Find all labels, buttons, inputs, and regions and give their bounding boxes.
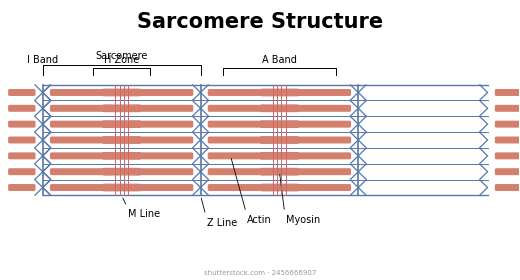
FancyBboxPatch shape <box>102 152 141 160</box>
FancyBboxPatch shape <box>260 136 299 144</box>
FancyBboxPatch shape <box>260 168 299 176</box>
FancyBboxPatch shape <box>50 105 114 112</box>
FancyBboxPatch shape <box>129 105 193 112</box>
FancyBboxPatch shape <box>495 137 520 143</box>
FancyBboxPatch shape <box>102 184 141 192</box>
FancyBboxPatch shape <box>260 120 299 128</box>
FancyBboxPatch shape <box>287 121 351 128</box>
Text: Z Line: Z Line <box>207 218 237 228</box>
Text: M Line: M Line <box>128 209 161 219</box>
FancyBboxPatch shape <box>129 89 193 96</box>
FancyBboxPatch shape <box>129 184 193 191</box>
FancyBboxPatch shape <box>8 105 35 112</box>
FancyBboxPatch shape <box>495 168 520 175</box>
FancyBboxPatch shape <box>287 184 351 191</box>
Text: shutterstock.com · 2456666907: shutterstock.com · 2456666907 <box>204 270 316 276</box>
FancyBboxPatch shape <box>208 105 272 112</box>
FancyBboxPatch shape <box>260 88 299 96</box>
FancyBboxPatch shape <box>260 104 299 112</box>
FancyBboxPatch shape <box>495 105 520 112</box>
Text: H Zone: H Zone <box>104 55 139 65</box>
FancyBboxPatch shape <box>495 152 520 159</box>
FancyBboxPatch shape <box>495 121 520 128</box>
FancyBboxPatch shape <box>129 137 193 143</box>
FancyBboxPatch shape <box>8 184 35 191</box>
FancyBboxPatch shape <box>8 152 35 159</box>
FancyBboxPatch shape <box>287 152 351 159</box>
Text: I Band: I Band <box>27 55 58 65</box>
FancyBboxPatch shape <box>50 89 114 96</box>
FancyBboxPatch shape <box>8 89 35 96</box>
Text: A Band: A Band <box>262 55 297 65</box>
FancyBboxPatch shape <box>287 105 351 112</box>
FancyBboxPatch shape <box>208 152 272 159</box>
FancyBboxPatch shape <box>102 136 141 144</box>
Text: Myosin: Myosin <box>285 215 320 225</box>
FancyBboxPatch shape <box>208 184 272 191</box>
FancyBboxPatch shape <box>102 104 141 112</box>
FancyBboxPatch shape <box>8 168 35 175</box>
FancyBboxPatch shape <box>8 137 35 143</box>
Text: Actin: Actin <box>247 215 272 225</box>
FancyBboxPatch shape <box>260 152 299 160</box>
FancyBboxPatch shape <box>208 121 272 128</box>
FancyBboxPatch shape <box>287 168 351 175</box>
FancyBboxPatch shape <box>50 121 114 128</box>
FancyBboxPatch shape <box>208 89 272 96</box>
Text: Sarcomere Structure: Sarcomere Structure <box>137 13 383 32</box>
FancyBboxPatch shape <box>129 121 193 128</box>
FancyBboxPatch shape <box>50 184 114 191</box>
FancyBboxPatch shape <box>495 184 520 191</box>
FancyBboxPatch shape <box>8 121 35 128</box>
FancyBboxPatch shape <box>50 152 114 159</box>
FancyBboxPatch shape <box>129 168 193 175</box>
FancyBboxPatch shape <box>287 137 351 143</box>
FancyBboxPatch shape <box>287 89 351 96</box>
FancyBboxPatch shape <box>495 89 520 96</box>
FancyBboxPatch shape <box>208 137 272 143</box>
FancyBboxPatch shape <box>208 168 272 175</box>
Text: Sarcomere: Sarcomere <box>96 51 148 61</box>
FancyBboxPatch shape <box>50 168 114 175</box>
FancyBboxPatch shape <box>102 88 141 96</box>
FancyBboxPatch shape <box>50 137 114 143</box>
FancyBboxPatch shape <box>129 152 193 159</box>
FancyBboxPatch shape <box>102 120 141 128</box>
FancyBboxPatch shape <box>260 184 299 192</box>
FancyBboxPatch shape <box>102 168 141 176</box>
